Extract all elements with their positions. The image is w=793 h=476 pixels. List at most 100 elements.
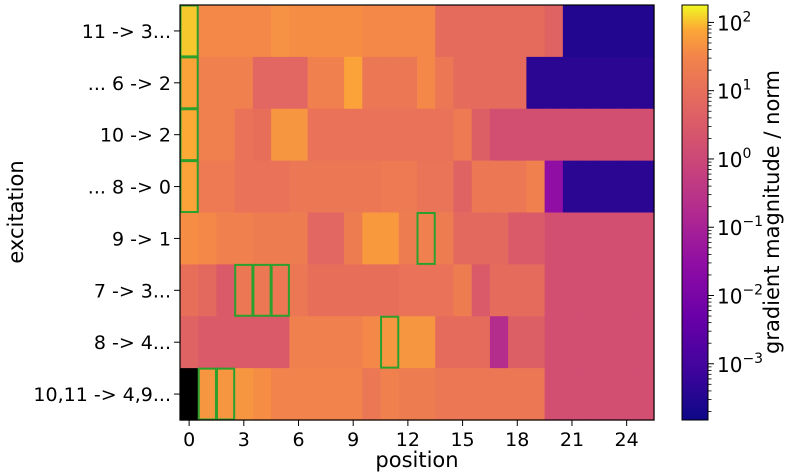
y-tick-label: ... 6 -> 2 — [88, 73, 171, 95]
heatmap-cell — [544, 56, 564, 110]
heatmap-cell — [562, 160, 582, 214]
heatmap-cell — [234, 316, 254, 369]
heatmap-cell — [581, 56, 600, 110]
heatmap-cell — [599, 160, 619, 214]
heatmap-cell — [289, 316, 309, 369]
heatmap-cell — [544, 212, 564, 265]
heatmap-cell — [271, 368, 290, 421]
heatmap-cell — [489, 264, 509, 317]
y-tick-label: 10 -> 2 — [100, 125, 171, 147]
heatmap-cell — [508, 108, 527, 162]
heatmap-cell — [307, 264, 327, 317]
heatmap-cell — [325, 160, 345, 214]
heatmap-cell — [471, 212, 491, 265]
heatmap-cell — [398, 108, 418, 162]
heatmap-cell — [344, 160, 363, 214]
heatmap-cell — [435, 212, 455, 265]
heatmap-cell — [180, 56, 199, 110]
heatmap-cell — [581, 212, 600, 265]
heatmap-cell — [617, 316, 637, 369]
heatmap-cell — [344, 56, 363, 110]
heatmap-cell — [453, 316, 473, 369]
heatmap-cell — [453, 264, 473, 317]
heatmap-cell — [398, 264, 418, 317]
heatmap-cell — [344, 264, 363, 317]
heatmap-cell — [398, 368, 418, 421]
highlight-box — [380, 315, 400, 369]
heatmap-cell — [362, 56, 382, 110]
heatmap-cell — [635, 368, 655, 421]
heatmap-cell — [234, 5, 254, 58]
heatmap-cell — [599, 264, 619, 317]
heatmap-cell — [526, 56, 546, 110]
colorbar-tick-label: 10−2 — [717, 282, 763, 308]
heatmap-cell — [289, 108, 309, 162]
heatmap-cell — [380, 212, 400, 265]
heatmap-cell — [544, 5, 564, 58]
heatmap-cell — [489, 56, 509, 110]
heatmap-cell — [252, 160, 272, 214]
heatmap-cell — [599, 368, 619, 421]
x-tick-label: 3 — [238, 429, 250, 451]
heatmap-cell — [398, 316, 418, 369]
x-axis-label: position — [375, 448, 458, 472]
heatmap-cell — [380, 108, 400, 162]
heatmap-cell — [180, 5, 199, 58]
heatmap-cell — [417, 212, 436, 265]
heatmap-cell — [289, 5, 309, 58]
heatmap-cell — [489, 5, 509, 58]
heatmap-cell — [344, 212, 363, 265]
heatmap-cell — [216, 108, 236, 162]
heatmap-cell — [289, 264, 309, 317]
heatmap-cell — [581, 108, 600, 162]
heatmap-cell — [362, 316, 382, 369]
heatmap-cell — [599, 5, 619, 58]
heatmap-cell — [435, 160, 455, 214]
heatmap-cell — [289, 56, 309, 110]
heatmap-cell — [435, 316, 455, 369]
y-axis-label: excitation — [4, 160, 28, 263]
heatmap-cell — [617, 160, 637, 214]
heatmap-cell — [635, 108, 655, 162]
heatmap-cell — [526, 368, 546, 421]
heatmap-cell — [198, 212, 218, 265]
heatmap-cell — [344, 5, 363, 58]
heatmap-cell — [417, 56, 436, 110]
heatmap-cell — [307, 5, 327, 58]
y-tick-label: 8 -> 4... — [94, 332, 171, 354]
heatmap-cell — [471, 160, 491, 214]
heatmap-cell — [526, 212, 546, 265]
heatmap-cell — [489, 212, 509, 265]
heatmap-cell — [325, 316, 345, 369]
heatmap-cell — [180, 108, 199, 162]
heatmap-cell — [635, 56, 655, 110]
heatmap-cell — [417, 160, 436, 214]
heatmap-cell — [435, 264, 455, 317]
highlight-box — [416, 212, 436, 265]
heatmap-cell — [271, 264, 290, 317]
colorbar-ticks: 102 101 100 10−1 10−2 10−3 — [708, 9, 763, 412]
heatmap-cell — [398, 56, 418, 110]
heatmap-cell — [417, 264, 436, 317]
heatmap-cell — [508, 368, 527, 421]
heatmap-cell — [562, 108, 582, 162]
heatmap-cell — [599, 108, 619, 162]
heatmap-cell — [325, 5, 345, 58]
heatmap-cell — [526, 5, 546, 58]
heatmap-cell — [635, 264, 655, 317]
heatmap-cell — [289, 368, 309, 421]
heatmap-cell — [508, 5, 527, 58]
y-tick-label: 11 -> 3... — [82, 21, 171, 43]
heatmap-cell — [362, 264, 382, 317]
heatmap-cell — [362, 108, 382, 162]
colorbar-label: gradient magnitude / norm — [760, 70, 784, 354]
colorbar-tick-label: 100 — [717, 146, 751, 172]
heatmap-cell — [216, 264, 236, 317]
heatmap-cells — [180, 5, 655, 421]
highlight-box — [234, 263, 254, 317]
heatmap-cell — [471, 264, 491, 317]
y-tick-label: 7 -> 3... — [94, 280, 171, 302]
heatmap-cell — [471, 5, 491, 58]
plot-frame — [179, 4, 655, 421]
